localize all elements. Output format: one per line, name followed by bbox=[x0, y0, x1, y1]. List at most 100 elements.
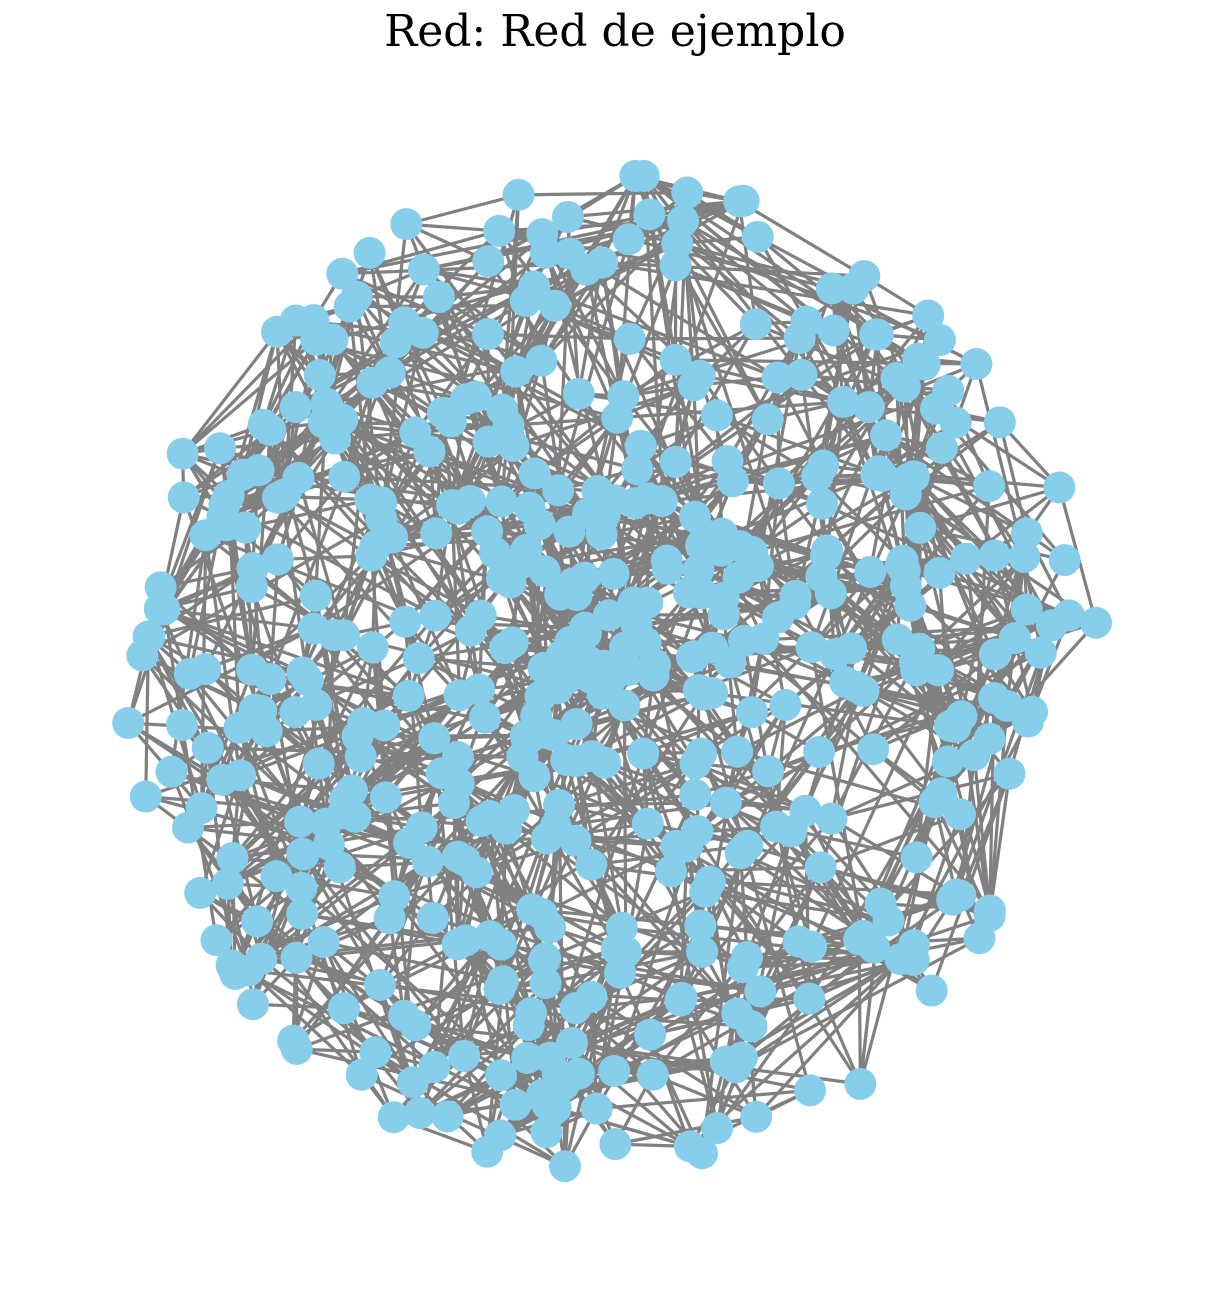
graph-edge bbox=[693, 654, 787, 707]
graph-node bbox=[949, 542, 982, 575]
graph-edge bbox=[360, 1073, 566, 1168]
graph-node bbox=[355, 539, 388, 572]
graph-edge bbox=[698, 374, 781, 485]
graph-node bbox=[471, 515, 504, 548]
graph-node bbox=[485, 928, 518, 961]
graph-node bbox=[534, 911, 567, 944]
graph-node bbox=[744, 975, 777, 1008]
graph-node bbox=[344, 740, 377, 773]
graph-edge bbox=[857, 939, 862, 1085]
graph-edge bbox=[648, 1034, 692, 1147]
graph-edge bbox=[437, 296, 616, 502]
graph-node bbox=[624, 429, 657, 462]
graph-node bbox=[511, 1041, 544, 1074]
graph-node bbox=[377, 1101, 410, 1134]
graph-node bbox=[793, 982, 826, 1015]
graph-node bbox=[448, 1039, 481, 1072]
graph-node bbox=[173, 657, 206, 690]
graph-node bbox=[204, 432, 237, 465]
graph-node bbox=[1010, 593, 1043, 626]
graph-node bbox=[472, 245, 505, 278]
graph-node bbox=[761, 601, 794, 634]
graph-node bbox=[605, 911, 638, 944]
graph-node bbox=[817, 314, 850, 347]
graph-node bbox=[627, 160, 660, 192]
graph-node bbox=[908, 348, 941, 381]
graph-edge bbox=[642, 710, 753, 756]
graph-node bbox=[580, 1092, 613, 1125]
graph-node bbox=[529, 967, 562, 1000]
graph-node bbox=[634, 1018, 667, 1051]
graph-node bbox=[599, 1128, 632, 1161]
graph-node bbox=[468, 701, 501, 734]
graph-node bbox=[402, 642, 435, 675]
graph-edge bbox=[405, 193, 519, 226]
graph-node bbox=[407, 253, 440, 286]
graph-edge bbox=[653, 664, 744, 1058]
graph-node bbox=[1043, 471, 1076, 504]
graph-edge bbox=[708, 880, 800, 943]
graph-node bbox=[1010, 517, 1043, 550]
graph-node bbox=[191, 731, 224, 764]
graph-node bbox=[725, 1041, 758, 1074]
graph-node bbox=[515, 996, 548, 1029]
graph-node bbox=[960, 348, 993, 381]
graph-node bbox=[760, 810, 793, 843]
graph-node bbox=[200, 924, 233, 957]
graph-node bbox=[485, 1059, 518, 1092]
graph-node bbox=[528, 555, 561, 588]
graph-node bbox=[722, 561, 755, 594]
graph-node bbox=[319, 422, 352, 455]
graph-node bbox=[556, 567, 589, 600]
graph-node bbox=[632, 482, 665, 515]
graph-node bbox=[709, 786, 742, 819]
graph-node bbox=[604, 956, 637, 989]
graph-edge bbox=[502, 947, 618, 983]
graph-node bbox=[915, 974, 948, 1007]
graph-node bbox=[302, 747, 335, 780]
graph-node bbox=[530, 1116, 563, 1149]
graph-node bbox=[236, 988, 269, 1021]
graph-node bbox=[132, 620, 165, 653]
graph-node bbox=[973, 899, 1006, 932]
graph-edge bbox=[584, 268, 708, 536]
graph-node bbox=[564, 639, 597, 672]
graph-edge bbox=[230, 963, 517, 1107]
graph-node bbox=[721, 997, 754, 1030]
graph-node bbox=[518, 457, 551, 490]
graph-node bbox=[923, 323, 956, 356]
graph-edge bbox=[589, 693, 705, 866]
graph-node bbox=[560, 708, 593, 741]
graph-node bbox=[939, 406, 972, 439]
graph-edge bbox=[281, 495, 377, 548]
graph-edge bbox=[322, 941, 415, 1084]
graph-node bbox=[735, 696, 768, 729]
graph-node bbox=[888, 370, 921, 403]
graph-node bbox=[918, 786, 951, 819]
graph-node bbox=[686, 935, 719, 968]
graph-node bbox=[437, 787, 470, 820]
graph-title: Red: Red de ejemplo bbox=[384, 6, 846, 57]
graph-node bbox=[548, 1150, 581, 1183]
graph-node bbox=[286, 656, 319, 689]
graph-node bbox=[829, 666, 862, 699]
graph-node bbox=[562, 377, 595, 410]
graph-edge bbox=[198, 710, 263, 894]
graph-node bbox=[608, 689, 641, 722]
graph-node bbox=[889, 478, 922, 511]
graph-edge bbox=[370, 554, 482, 618]
graph-edge bbox=[742, 640, 801, 942]
graph-node bbox=[711, 445, 744, 478]
graph-node bbox=[282, 461, 315, 494]
graph-node bbox=[724, 837, 757, 870]
graph-node bbox=[303, 359, 336, 392]
graph-edge bbox=[803, 810, 811, 999]
graph-node bbox=[356, 631, 389, 664]
graph-node bbox=[633, 198, 666, 231]
graph-edge bbox=[751, 484, 990, 554]
graph-node bbox=[870, 419, 903, 452]
graph-node bbox=[489, 631, 522, 664]
graph-node bbox=[973, 470, 1006, 503]
graph-node bbox=[390, 208, 423, 241]
graph-node bbox=[769, 688, 802, 721]
